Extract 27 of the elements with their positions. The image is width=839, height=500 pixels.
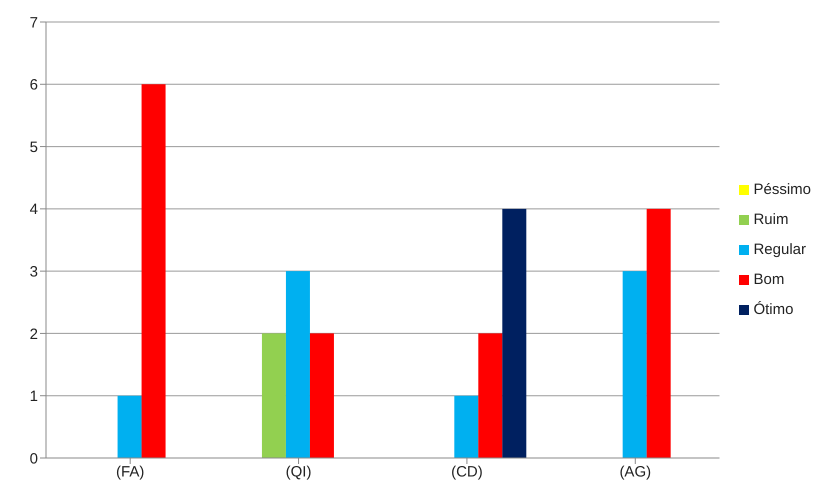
legend-label: Ruim — [753, 211, 788, 228]
legend-label: Ótimo — [753, 301, 794, 318]
x-tick-label: (QI) — [286, 464, 312, 481]
bar — [622, 271, 647, 458]
bar — [118, 396, 142, 458]
bar — [478, 333, 502, 458]
bar — [502, 208, 526, 458]
x-tick-label: (FA) — [116, 464, 144, 481]
bar — [142, 84, 166, 458]
y-tick-label: 5 — [30, 138, 38, 156]
legend-label: Bom — [753, 271, 784, 288]
legend-label: Péssimo — [753, 181, 811, 198]
y-tick-label: 6 — [30, 76, 38, 94]
bar — [646, 208, 671, 458]
bar — [310, 333, 334, 458]
y-tick-label: 7 — [30, 14, 38, 32]
y-tick-label: 0 — [30, 450, 38, 468]
x-tick-label: (AG) — [619, 464, 652, 481]
y-tick-label: 3 — [30, 263, 38, 280]
x-tick-label: (CD) — [451, 464, 483, 481]
legend-label: Regular — [753, 241, 806, 258]
y-tick-label: 1 — [30, 388, 38, 406]
bar — [286, 271, 310, 458]
bar — [454, 396, 478, 458]
y-tick-label: 2 — [30, 326, 38, 343]
y-tick-label: 4 — [30, 201, 38, 218]
bar — [262, 333, 286, 458]
